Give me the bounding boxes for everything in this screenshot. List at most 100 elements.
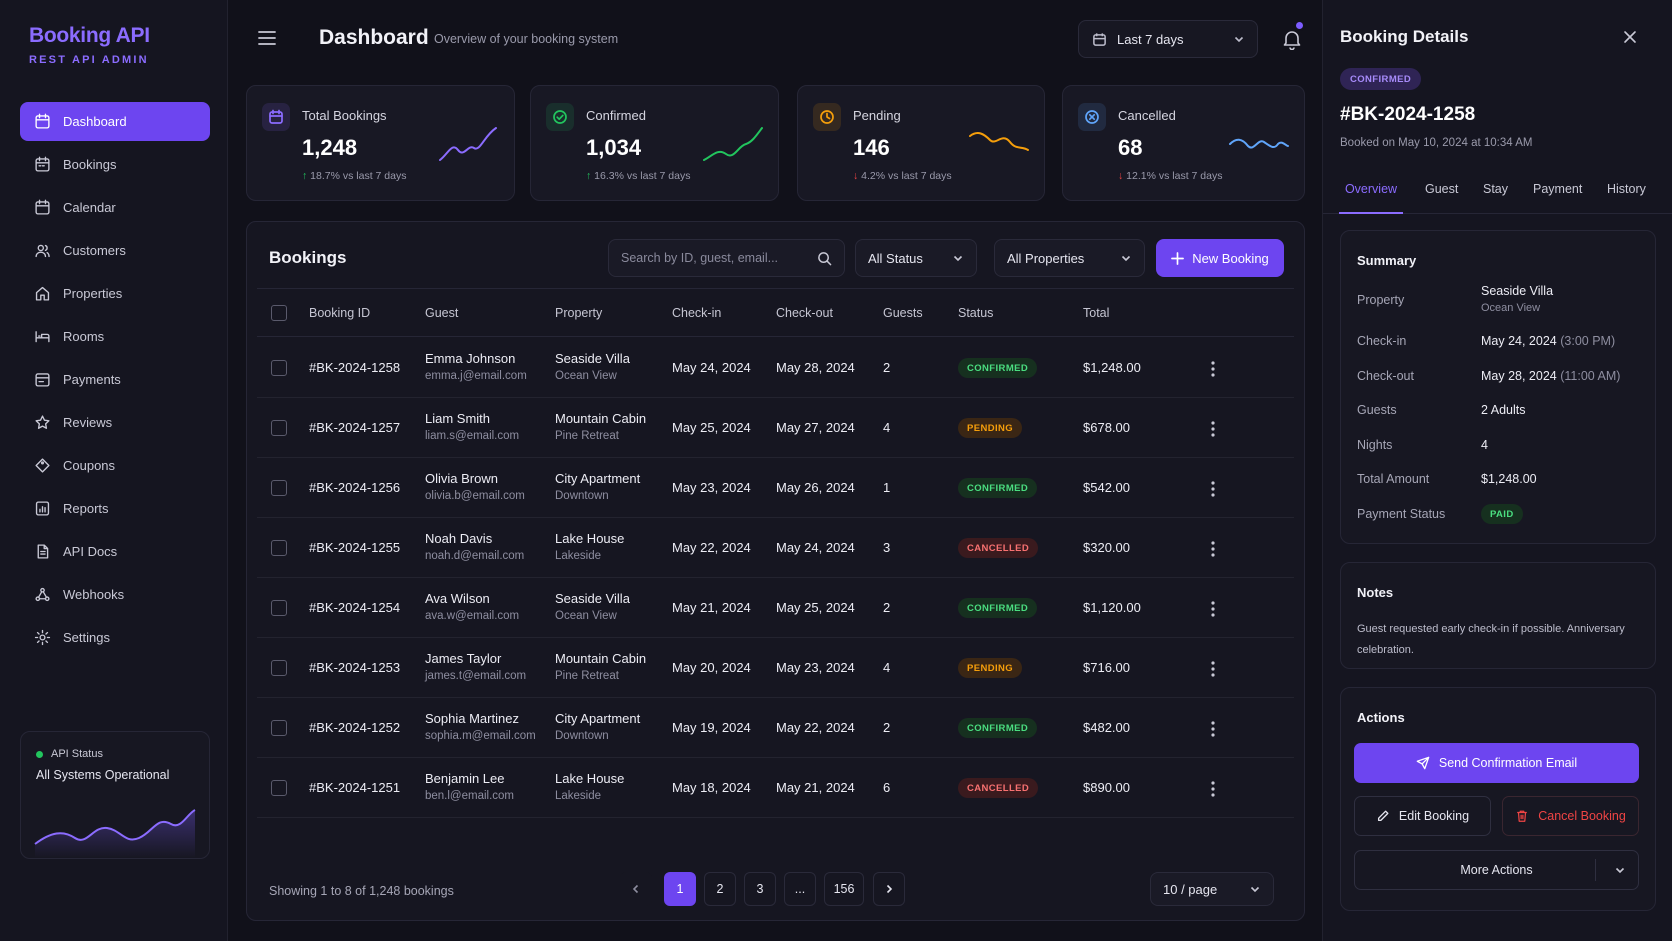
sidebar-item-reports[interactable]: Reports xyxy=(20,489,210,528)
sidebar-item-customers[interactable]: Customers xyxy=(20,231,210,270)
column-header[interactable]: Check-out xyxy=(776,306,833,320)
property-name: Mountain Cabin xyxy=(555,411,647,426)
checkin-date: May 19, 2024 xyxy=(672,720,751,735)
send-confirmation-button[interactable]: Send Confirmation Email xyxy=(1354,743,1639,783)
sidebar-item-rooms[interactable]: Rooms xyxy=(20,317,210,356)
column-header[interactable]: Guest xyxy=(425,306,459,320)
table-row[interactable]: #BK-2024-1251 Benjamin Lee ben.l@email.co… xyxy=(257,758,1294,818)
chevron-down-icon[interactable] xyxy=(1614,864,1626,876)
kebab-menu-icon[interactable] xyxy=(1211,720,1215,738)
tab-history[interactable]: History xyxy=(1607,182,1646,196)
page-button[interactable]: 3 xyxy=(744,872,776,906)
row-checkbox[interactable] xyxy=(271,480,287,496)
date-range-value: Last 7 days xyxy=(1117,31,1184,47)
row-checkbox[interactable] xyxy=(271,540,287,556)
table-row[interactable]: #BK-2024-1255 Noah Davis noah.d@email.com… xyxy=(257,518,1294,578)
booking-id[interactable]: #BK-2024-1255 xyxy=(309,540,401,555)
arrow-up-icon: ↑ xyxy=(302,170,308,182)
sidebar-item-reviews[interactable]: Reviews xyxy=(20,403,210,442)
sidebar-item-properties[interactable]: Properties xyxy=(20,274,210,313)
table-row[interactable]: #BK-2024-1258 Emma Johnson emma.j@email.c… xyxy=(257,338,1294,398)
table-row[interactable]: #BK-2024-1257 Liam Smith liam.s@email.com… xyxy=(257,398,1294,458)
select-all-checkbox[interactable] xyxy=(271,305,287,321)
edit-booking-button[interactable]: Edit Booking xyxy=(1354,796,1491,836)
column-header[interactable]: Check-in xyxy=(672,306,722,320)
x-circle-icon xyxy=(1078,103,1106,131)
stat-sparkline xyxy=(703,127,763,161)
plus-icon xyxy=(1171,251,1185,265)
column-header[interactable]: Booking ID xyxy=(309,306,371,320)
booking-id[interactable]: #BK-2024-1257 xyxy=(309,420,401,435)
column-header[interactable]: Property xyxy=(555,306,603,320)
sidebar-item-label: Webhooks xyxy=(63,587,125,602)
row-checkbox[interactable] xyxy=(271,780,287,796)
per-page-select[interactable]: 10 / page xyxy=(1150,872,1274,906)
sidebar-item-bookings[interactable]: Bookings xyxy=(20,145,210,184)
tab-payment[interactable]: Payment xyxy=(1533,182,1583,196)
kebab-menu-icon[interactable] xyxy=(1211,600,1215,618)
guest-cell: Sophia Martinez sophia.m@email.com xyxy=(425,711,536,742)
close-icon[interactable] xyxy=(1623,30,1637,44)
page-button[interactable]: 2 xyxy=(704,872,736,906)
booking-id[interactable]: #BK-2024-1254 xyxy=(309,600,401,615)
guest-name: Olivia Brown xyxy=(425,471,498,486)
sidebar-item-webhooks[interactable]: Webhooks xyxy=(20,575,210,614)
status-filter-value: All Status xyxy=(868,250,923,266)
bell-icon[interactable] xyxy=(1281,28,1303,50)
row-checkbox[interactable] xyxy=(271,660,287,676)
row-checkbox[interactable] xyxy=(271,600,287,616)
next-page-button[interactable] xyxy=(873,872,905,906)
menu-icon[interactable] xyxy=(258,30,276,46)
search-input[interactable]: Search by ID, guest, email... xyxy=(608,239,845,277)
sidebar-item-calendar[interactable]: Calendar xyxy=(20,188,210,227)
status-filter-select[interactable]: All Status xyxy=(855,239,977,277)
guest-count: 1 xyxy=(883,480,891,495)
brand-subtitle: REST API ADMIN xyxy=(29,54,149,66)
booking-id[interactable]: #BK-2024-1251 xyxy=(309,780,401,795)
booking-id[interactable]: #BK-2024-1258 xyxy=(309,360,401,375)
kebab-menu-icon[interactable] xyxy=(1211,480,1215,498)
tab-guest[interactable]: Guest xyxy=(1425,182,1459,196)
cancel-booking-button[interactable]: Cancel Booking xyxy=(1502,796,1639,836)
property-filter-select[interactable]: All Properties xyxy=(994,239,1145,277)
booking-id[interactable]: #BK-2024-1256 xyxy=(309,480,401,495)
kebab-menu-icon[interactable] xyxy=(1211,780,1215,798)
column-header[interactable]: Total xyxy=(1083,306,1110,320)
kebab-menu-icon[interactable] xyxy=(1211,540,1215,558)
new-booking-button[interactable]: New Booking xyxy=(1156,239,1284,277)
clock-icon xyxy=(813,103,841,131)
kebab-menu-icon[interactable] xyxy=(1211,420,1215,438)
date-range-select[interactable]: Last 7 days xyxy=(1078,20,1258,58)
chevron-down-icon xyxy=(1250,886,1260,893)
checkout-date: May 23, 2024 xyxy=(776,660,855,675)
row-checkbox[interactable] xyxy=(271,360,287,376)
page-button[interactable]: 1 xyxy=(664,872,696,906)
sidebar-item-api-docs[interactable]: API Docs xyxy=(20,532,210,571)
booking-id[interactable]: #BK-2024-1253 xyxy=(309,660,401,675)
more-actions-button[interactable]: More Actions xyxy=(1354,850,1639,890)
tab-stay[interactable]: Stay xyxy=(1483,182,1509,196)
page-button[interactable]: 156 xyxy=(824,872,864,906)
summary-payment-label: Payment Status xyxy=(1357,507,1446,521)
table-row[interactable]: #BK-2024-1254 Ava Wilson ava.w@email.com … xyxy=(257,578,1294,638)
tab-overview[interactable]: Overview xyxy=(1339,182,1403,214)
sidebar-item-dashboard[interactable]: Dashboard xyxy=(20,102,210,141)
sidebar-item-settings[interactable]: Settings xyxy=(20,618,210,657)
table-row[interactable]: #BK-2024-1253 James Taylor james.t@email.… xyxy=(257,638,1294,698)
column-header[interactable]: Guests xyxy=(883,306,923,320)
checkin-date: May 22, 2024 xyxy=(672,540,751,555)
edit-booking-label: Edit Booking xyxy=(1398,809,1470,823)
table-row[interactable]: #BK-2024-1252 Sophia Martinez sophia.m@em… xyxy=(257,698,1294,758)
stat-label: Cancelled xyxy=(1118,108,1176,123)
prev-page-button[interactable] xyxy=(620,872,652,906)
sidebar-item-payments[interactable]: Payments xyxy=(20,360,210,399)
booking-id[interactable]: #BK-2024-1252 xyxy=(309,720,401,735)
row-checkbox[interactable] xyxy=(271,420,287,436)
row-checkbox[interactable] xyxy=(271,720,287,736)
kebab-menu-icon[interactable] xyxy=(1211,360,1215,378)
table-row[interactable]: #BK-2024-1256 Olivia Brown olivia.b@email… xyxy=(257,458,1294,518)
kebab-menu-icon[interactable] xyxy=(1211,660,1215,678)
column-header[interactable]: Status xyxy=(958,306,994,320)
bookings-icon xyxy=(35,156,50,172)
sidebar-item-coupons[interactable]: Coupons xyxy=(20,446,210,485)
